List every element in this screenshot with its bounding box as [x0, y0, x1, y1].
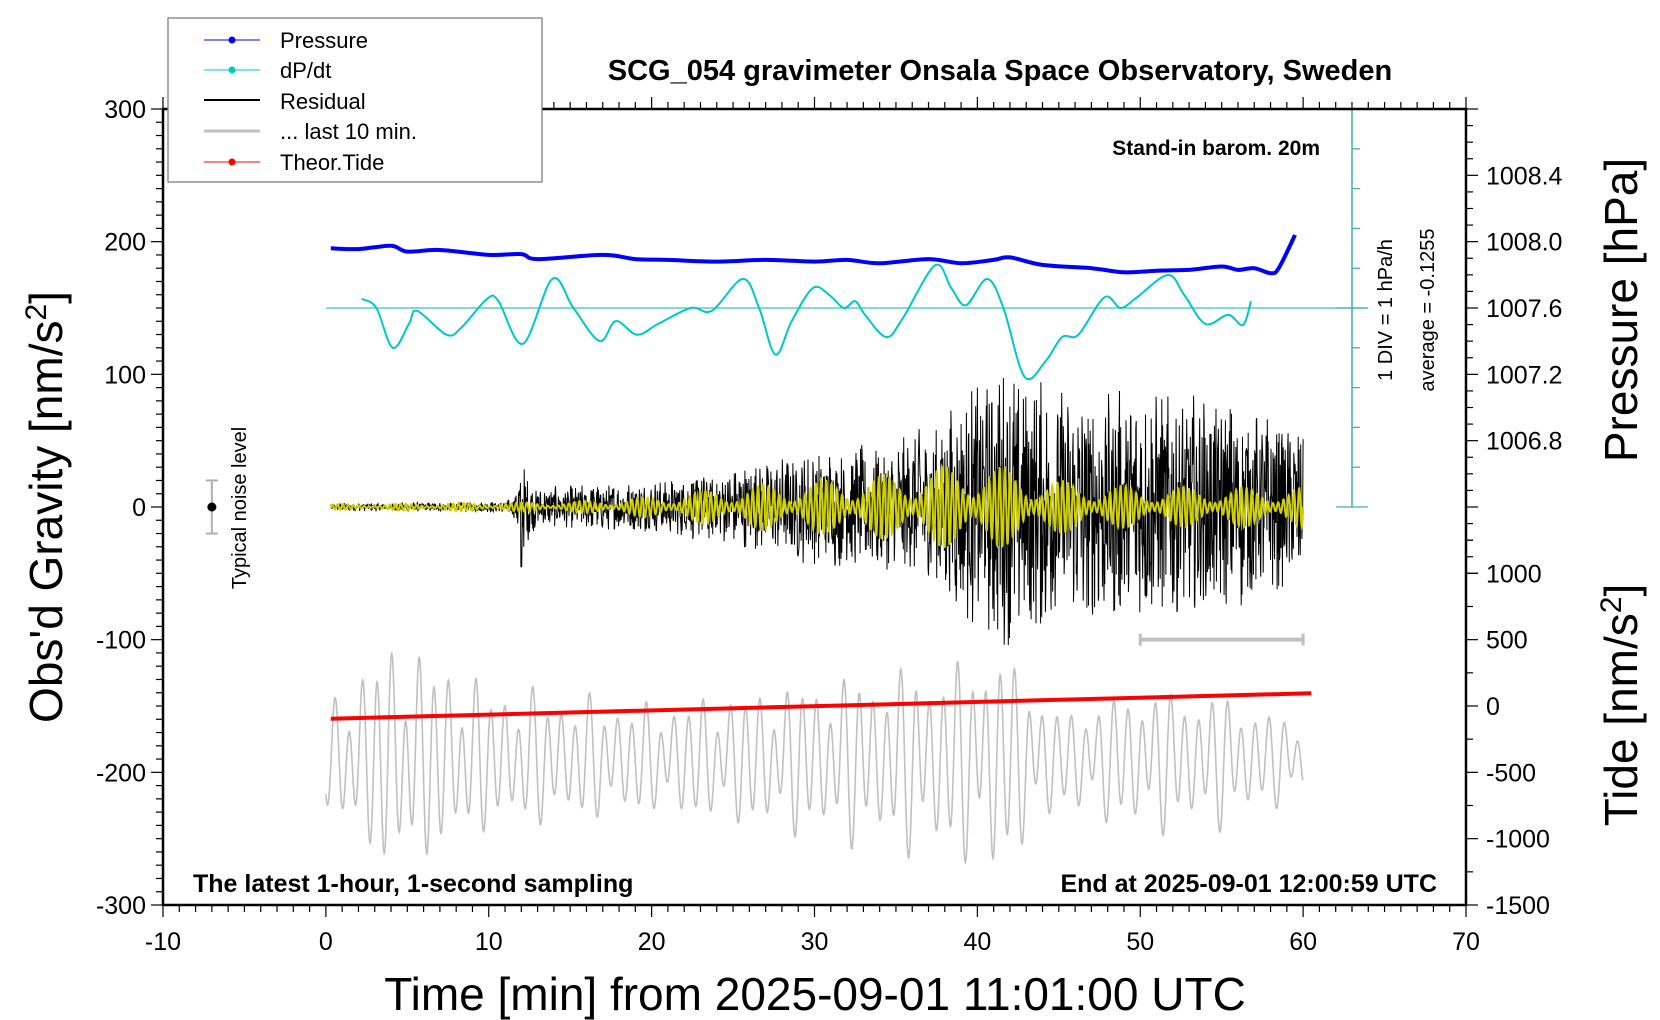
pressure-tick-label: 1006.8	[1486, 428, 1562, 456]
tide-tick-label: -1000	[1486, 826, 1550, 854]
y-tick-label: 200	[104, 229, 146, 257]
residual-line	[330, 377, 1304, 646]
legend: Pressure dP/dt Residual ... last 10 min.…	[167, 17, 543, 183]
y-tick-label: 0	[132, 494, 146, 522]
legend-entry-residual: Residual	[204, 89, 366, 114]
legend-label-theor-tide: Theor.Tide	[280, 150, 384, 175]
pressure-tick-label: 1007.6	[1486, 295, 1562, 323]
legend-entry-pressure: Pressure	[204, 28, 368, 53]
x-tick-label: 70	[1452, 928, 1480, 956]
legend-label-pressure: Pressure	[280, 28, 368, 53]
legend-entry-dpdt: dP/dt	[204, 58, 331, 83]
y-axis-label-sup: 2	[20, 304, 53, 321]
tide-tick-label: 1000	[1486, 560, 1542, 588]
x-tick-label: 0	[319, 928, 333, 956]
last-10-min-line	[325, 651, 1304, 865]
x-tick-label: 30	[801, 928, 829, 956]
tide-tick-label: 0	[1486, 693, 1500, 721]
pressure-tick-label: 1008.4	[1486, 162, 1563, 190]
barometer-note: Stand-in barom. 20m	[1112, 137, 1320, 160]
tide-axis-label-sup: 2	[1595, 597, 1628, 614]
y-axis-label-main: Obs'd Gravity [nm/s	[20, 321, 72, 723]
tide-tick-label: -500	[1486, 759, 1536, 787]
tide-axis-label-main: Tide [nm/s	[1595, 613, 1647, 826]
pressure-line	[330, 234, 1297, 276]
x-tick-label: 20	[638, 928, 666, 956]
tide-axis-label-end: ]	[1595, 584, 1647, 597]
dpdt-line	[361, 263, 1252, 381]
x-tick-label: 10	[475, 928, 503, 956]
chart-title: SCG_054 gravimeter Onsala Space Observat…	[608, 55, 1392, 87]
y-tick-label: -100	[96, 627, 146, 655]
legend-entry-last-10-min: ... last 10 min.	[204, 119, 417, 144]
y-tick-label: 300	[104, 96, 146, 124]
div-note: 1 DIV = 1 hPa/h	[1375, 239, 1397, 381]
noise-level-label: Typical noise level	[229, 427, 251, 589]
series-layer	[205, 108, 1369, 865]
residual-filtered-line	[329, 463, 1305, 549]
tide-axis-label: Tide [nm/s2]	[1595, 584, 1647, 827]
y-tick-label: -300	[96, 892, 146, 920]
legend-marker-pressure	[228, 36, 236, 44]
y-tick-label: 100	[104, 361, 146, 389]
legend-label-residual: Residual	[280, 89, 366, 114]
noise-level-point	[207, 502, 217, 512]
legend-label-dpdt: dP/dt	[280, 58, 331, 83]
x-tick-label: -10	[145, 928, 181, 956]
y-axis-label-end: ]	[20, 291, 72, 304]
tide-tick-label: -1500	[1486, 892, 1550, 920]
x-tick-label: 40	[963, 928, 991, 956]
x-tick-label: 50	[1126, 928, 1154, 956]
pressure-tick-label: 1007.2	[1486, 361, 1562, 389]
tide-tick-label: 500	[1486, 627, 1528, 655]
theor-tide-line	[330, 691, 1312, 721]
x-axis-label: Time [min] from 2025-09-01 11:01:00 UTC	[384, 968, 1246, 1020]
axes-layer: -10 0 10 20 30 40 50 60 703002001000-100-200-300…	[96, 96, 1563, 956]
y-axis-label: Obs'd Gravity [nm/s2]	[20, 291, 72, 723]
pressure-axis-label: Pressure [hPa]	[1595, 158, 1647, 462]
sampling-note: The latest 1-hour, 1-second sampling	[193, 870, 633, 898]
legend-marker-theor-tide	[228, 158, 236, 166]
legend-entry-theor-tide: Theor.Tide	[204, 150, 384, 175]
average-note: average = -0.1255	[1417, 229, 1439, 392]
pressure-tick-label: 1008.0	[1486, 229, 1562, 257]
legend-label-last-10-min: ... last 10 min.	[280, 119, 417, 144]
legend-marker-dpdt	[228, 66, 236, 74]
x-tick-label: 60	[1289, 928, 1317, 956]
y-tick-label: -200	[96, 759, 146, 787]
end-time-note: End at 2025-09-01 12:00:59 UTC	[1060, 870, 1437, 898]
